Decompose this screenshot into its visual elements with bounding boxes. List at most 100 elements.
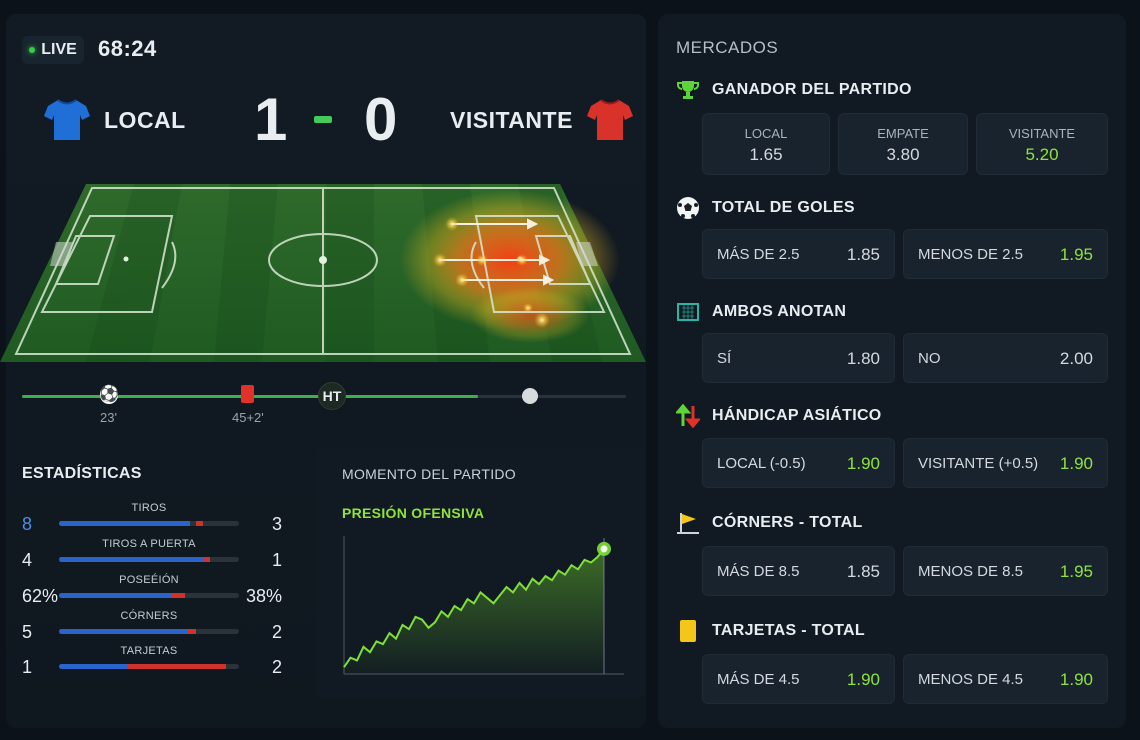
card-minute-label: 45+2' [232,410,264,425]
odd-corners-under[interactable]: MENOS DE 8.5 1.95 [903,546,1108,596]
momentum-line [343,548,605,668]
market-btts-header: AMBOS ANOTAN [676,300,846,324]
market-title: TARJETAS - TOTAL [712,622,865,639]
momentum-area [344,548,604,674]
odd-handicap-home[interactable]: LOCAL (-0.5) 1.90 [702,438,895,488]
odd-value: 5.20 [1025,145,1059,164]
live-dot-icon [29,47,36,53]
odd-value: 1.90 [846,670,880,689]
odd-handicap-away[interactable]: VISITANTE (+0.5) 1.90 [903,438,1108,488]
odd-label: VISITANTE (+0.5) [918,455,1039,472]
market-title: TOTAL DE GOLES [712,199,855,216]
away-team-name: VISITANTE [450,106,573,133]
momentum-title: MOMENTO DEL PARTIDO [342,466,516,482]
odd-value: 1.85 [846,245,880,264]
home-jersey-icon [44,99,90,140]
stat-label: TARJETAS [120,645,178,657]
away-jersey-icon [586,99,633,140]
stat-label: POSEÉIÓN [119,574,179,586]
live-badge: LIVE [22,36,84,64]
market-handicap-header: HÁNDICAP ASIÁTICO [676,404,882,428]
stat-label: TIROS A PUERTA [102,538,196,550]
match-clock: 68:24 [98,36,157,61]
momentum-subtitle: PRESIÓN OFENSIVA [342,505,485,521]
stat-home-value: 4 [22,550,33,570]
momentum-chart [343,536,624,675]
stat-home-value: 8 [22,514,33,534]
odd-label: SÍ [717,350,732,367]
stat-away-value: 38% [245,586,282,606]
market-corners-header: CÓRNERS - TOTAL [676,511,863,535]
odd-winner-home[interactable]: LOCAL 1.65 [702,113,830,175]
yellow-card-icon [676,619,700,643]
odd-label: MÁS DE 4.5 [717,671,800,688]
odd-goals-under[interactable]: MENOS DE 2.5 1.95 [903,229,1108,279]
stat-away-value: 2 [271,657,282,677]
odd-value: 1.85 [846,562,880,581]
odd-label: MENOS DE 8.5 [918,563,1024,580]
odd-btts-no[interactable]: NO 2.00 [903,333,1108,383]
odd-winner-away[interactable]: VISITANTE 5.20 [976,113,1108,175]
timeline-now-marker [522,388,538,404]
goal-minute-label: 23' [100,410,117,425]
trophy-icon [676,78,700,102]
stat-bar [59,629,239,634]
soccer-ball-icon[interactable]: ⚽ [99,386,119,404]
score-separator [314,116,332,123]
stat-away-value: 3 [271,514,282,534]
odd-value: 1.65 [749,145,783,164]
odd-label: MENOS DE 4.5 [918,671,1024,688]
stats-title: ESTADÍSTICAS [22,465,142,482]
odd-value: 2.00 [1059,349,1093,368]
away-team: VISITANTE [450,98,633,142]
odd-value: 1.95 [1059,245,1093,264]
red-card-icon[interactable] [241,385,254,403]
odd-label: VISITANTE [1008,126,1076,141]
odd-value: 1.90 [1059,454,1093,473]
home-team-name: LOCAL [104,106,186,133]
stat-row-cards: 1 TARJETAS 2 [22,645,282,681]
odd-label: NO [918,350,941,367]
pitch-heatmap [0,184,646,362]
stat-bar [59,557,239,562]
odd-label: MÁS DE 2.5 [717,246,800,263]
markets-title: MERCADOS [676,38,779,57]
odd-label: LOCAL [744,126,788,141]
match-timeline: ⚽ HT 23' 45+2' [22,380,626,430]
odd-winner-draw[interactable]: EMPATE 3.80 [838,113,968,175]
home-score: 1 [254,86,288,153]
stat-bar [59,664,239,669]
market-total-goals-header: TOTAL DE GOLES [676,196,855,220]
odd-corners-over[interactable]: MÁS DE 8.5 1.85 [702,546,895,596]
odd-btts-yes[interactable]: SÍ 1.80 [702,333,895,383]
goal-net-icon [676,300,700,324]
corner-flag-icon [676,511,700,535]
market-title: HÁNDICAP ASIÁTICO [712,407,882,424]
away-score: 0 [364,86,398,153]
odd-value: 3.80 [886,145,920,164]
odd-label: LOCAL (-0.5) [717,455,806,472]
heatmap-touches [433,217,550,328]
stat-bar [59,593,239,598]
stat-bar [59,521,239,526]
market-cards-header: TARJETAS - TOTAL [676,619,865,643]
stat-row-shots-on-target: 4 TIROS A PUERTA 1 [22,538,282,574]
momentum-current-point-core [600,545,608,553]
odd-value: 1.95 [1059,562,1093,581]
up-down-arrows-icon [676,404,700,428]
stat-home-value: 1 [22,657,33,677]
odd-cards-under[interactable]: MENOS DE 4.5 1.90 [903,654,1108,704]
market-title: CÓRNERS - TOTAL [712,514,863,531]
stat-row-corners: 5 CÓRNERS 2 [22,610,282,646]
stat-home-value: 5 [22,622,33,642]
odd-label: MÁS DE 8.5 [717,563,800,580]
odd-cards-over[interactable]: MÁS DE 4.5 1.90 [702,654,895,704]
home-team: LOCAL [44,98,186,142]
market-winner-header: GANADOR DEL PARTIDO [676,78,912,102]
odd-value: 1.90 [1059,670,1093,689]
stat-home-value: 62% [22,586,59,606]
stat-away-value: 2 [271,622,282,642]
market-title: GANADOR DEL PARTIDO [712,81,912,98]
stat-label: TIROS [131,502,167,514]
odd-goals-over[interactable]: MÁS DE 2.5 1.85 [702,229,895,279]
